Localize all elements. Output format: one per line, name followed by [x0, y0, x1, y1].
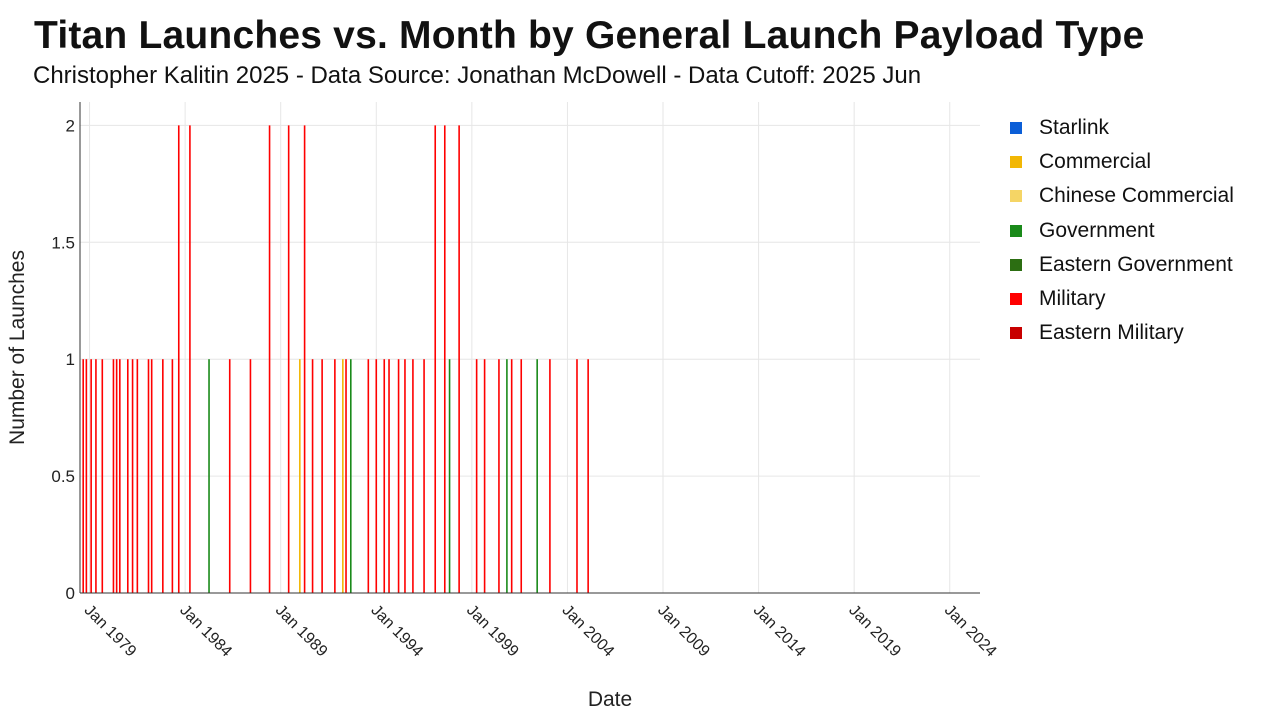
- bar-military: [119, 359, 121, 593]
- bar-military: [458, 125, 460, 593]
- x-tick-label: Jan 2019: [845, 602, 904, 661]
- bar-military: [475, 359, 478, 593]
- bar-military: [101, 359, 104, 593]
- legend-item[interactable]: Eastern Government: [1010, 248, 1234, 282]
- legend-item[interactable]: Chinese Commercial: [1010, 179, 1234, 213]
- y-axis-title: Number of Launches: [6, 250, 29, 445]
- bar-military: [85, 359, 88, 593]
- bar-military: [171, 359, 174, 593]
- bar-military: [334, 359, 336, 593]
- legend-label: Government: [1039, 218, 1155, 242]
- x-tick-label: Jan 1999: [463, 602, 522, 661]
- axes: [79, 102, 980, 594]
- grid-lines: [80, 102, 980, 593]
- bar-military: [228, 359, 231, 593]
- bar-military: [375, 359, 378, 593]
- y-tick-label: 2: [66, 116, 75, 135]
- x-tick-label: Jan 2004: [559, 602, 618, 661]
- bar-military: [311, 359, 314, 593]
- bar-military: [115, 359, 118, 593]
- bar-military: [397, 359, 400, 593]
- x-tick-label: Jan 2024: [941, 602, 1000, 661]
- bar-military: [576, 359, 578, 593]
- bar-military: [162, 359, 164, 593]
- legend-item[interactable]: Commercial: [1010, 145, 1234, 179]
- legend-label: Starlink: [1039, 116, 1110, 140]
- legend-item[interactable]: Military: [1010, 282, 1234, 316]
- legend-label: Commercial: [1039, 150, 1152, 174]
- bar-government: [448, 359, 451, 593]
- y-tick-label: 1: [66, 350, 75, 369]
- bar-military: [82, 359, 84, 593]
- x-tick-label: Jan 2014: [750, 602, 809, 661]
- bar-military: [404, 359, 406, 593]
- bar-military: [147, 359, 150, 593]
- bar-military: [412, 359, 414, 593]
- bar-military: [131, 359, 134, 593]
- bar-military: [112, 359, 115, 593]
- x-tick-label: Jan 1979: [81, 602, 140, 661]
- legend-label: Military: [1039, 287, 1106, 311]
- chart-title: Titan Launches vs. Month by General Laun…: [34, 14, 1145, 57]
- bar-government: [350, 359, 352, 593]
- x-tick-label: Jan 2009: [654, 602, 713, 661]
- legend-item[interactable]: Eastern Military: [1010, 316, 1234, 350]
- bar-military: [388, 359, 390, 593]
- bar-military: [520, 359, 523, 593]
- bar-military: [287, 125, 290, 593]
- legend-swatch: [1010, 224, 1022, 237]
- bar-military: [150, 359, 153, 593]
- bar-series: [82, 125, 589, 593]
- bar-commercial: [299, 359, 301, 593]
- legend-label: Eastern Military: [1039, 321, 1184, 345]
- bar-military: [249, 359, 252, 593]
- bar-military: [95, 359, 97, 593]
- bar-military: [268, 125, 271, 593]
- bar-military: [510, 359, 513, 593]
- legend-label: Eastern Government: [1039, 252, 1233, 276]
- axis-labels: Jan 1979 Jan 1984 Jan 1989 Jan 1994 Jan 1999…: [6, 116, 1000, 711]
- bar-military: [189, 125, 191, 593]
- bar-military: [549, 359, 551, 593]
- bar-military: [434, 125, 437, 593]
- bar-military: [498, 359, 500, 593]
- bar-military: [345, 359, 347, 593]
- bar-military: [483, 359, 486, 593]
- bar-military: [126, 359, 129, 593]
- bar-military: [383, 359, 386, 593]
- bar-military: [367, 359, 370, 593]
- bar-government: [506, 359, 508, 593]
- bar-military: [177, 125, 180, 593]
- bar-military: [136, 359, 139, 593]
- legend-swatch: [1010, 258, 1022, 271]
- chart-legend: Starlink Commercial Chinese Commercial Gove…: [1010, 111, 1234, 350]
- bar-government: [536, 359, 538, 593]
- bar-government: [208, 359, 210, 593]
- legend-label: Chinese Commercial: [1039, 184, 1234, 208]
- chart-subtitle: Christopher Kalitin 2025 - Data Source: …: [33, 62, 922, 89]
- x-axis-title: Date: [588, 688, 632, 711]
- legend-swatch: [1010, 293, 1022, 306]
- legend-item[interactable]: Government: [1010, 214, 1234, 248]
- legend-swatch: [1010, 190, 1022, 203]
- x-tick-label: Jan 1994: [367, 602, 426, 661]
- y-tick-label: 1.5: [51, 233, 75, 252]
- bar-military: [587, 359, 589, 593]
- y-tick-label: 0: [66, 584, 75, 603]
- legend-swatch: [1010, 327, 1022, 340]
- legend-item[interactable]: Starlink: [1010, 111, 1234, 145]
- bar-commercial: [342, 359, 344, 593]
- bar-military: [90, 359, 92, 593]
- bar-military: [303, 125, 306, 593]
- y-tick-label: 0.5: [51, 467, 75, 486]
- x-tick-label: Jan 1984: [176, 602, 235, 661]
- x-tick-label: Jan 1989: [272, 602, 331, 661]
- legend-swatch: [1010, 122, 1022, 135]
- legend-swatch: [1010, 156, 1022, 169]
- bar-military: [443, 125, 446, 593]
- bar-military: [321, 359, 323, 593]
- bar-military: [423, 359, 425, 593]
